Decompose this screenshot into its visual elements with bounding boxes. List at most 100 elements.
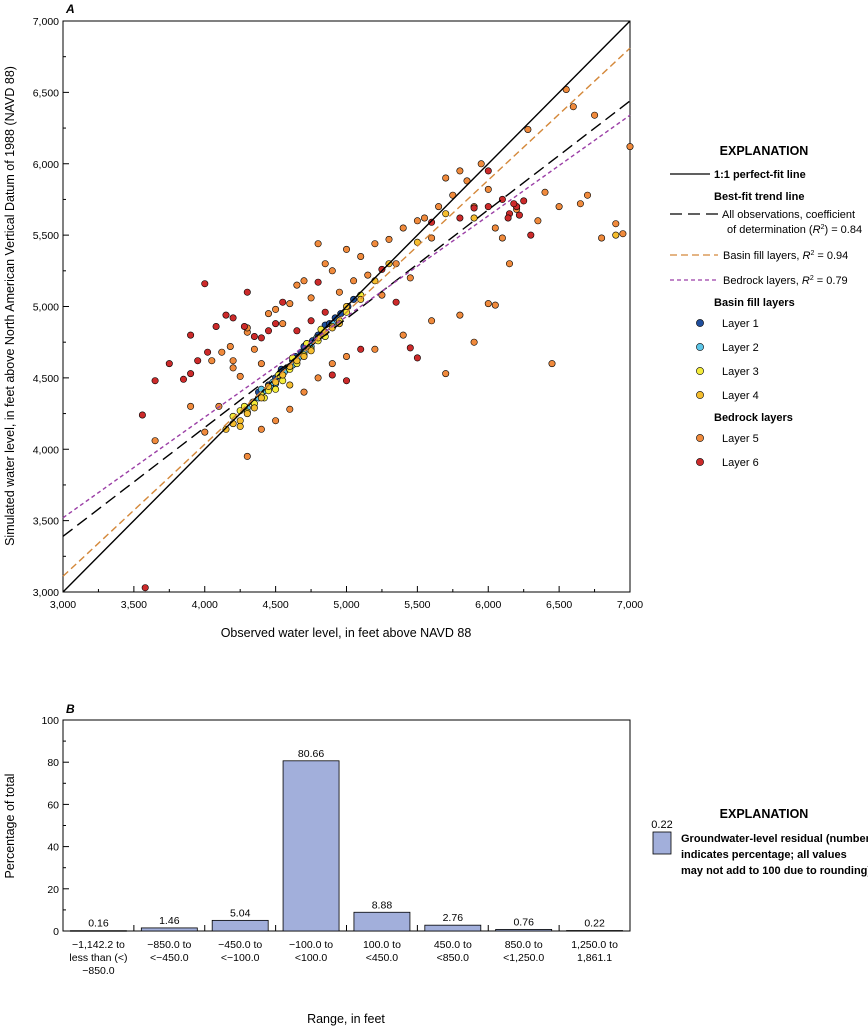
- point-layer-6: [484, 167, 492, 175]
- point-layer-5: [243, 452, 251, 460]
- point-layer-6: [504, 214, 512, 222]
- point-layer-5: [314, 374, 322, 382]
- legend-all-obs-part2: ) = 0.84: [824, 224, 862, 236]
- point-layer-5: [321, 260, 329, 268]
- y-tick-label: 3,000: [33, 587, 59, 599]
- legend-layer6-label: Layer 6: [722, 457, 759, 469]
- point-layer-5: [385, 235, 393, 243]
- bar-value-label: 8.88: [372, 899, 393, 911]
- point-layer-6: [510, 200, 518, 208]
- point-layer-5: [236, 372, 244, 380]
- point-layer-5: [484, 185, 492, 193]
- legend-bedrock-text: Bedrock layers,: [723, 275, 802, 287]
- bar-category-label: <−450.0: [150, 952, 189, 964]
- point-layer-6: [527, 231, 535, 239]
- point-layer-6: [141, 584, 149, 592]
- legend-b-line2: indicates percentage; all values: [681, 849, 847, 861]
- bar: [70, 930, 127, 932]
- point-layer-5: [562, 86, 570, 94]
- point-layer-5: [456, 167, 464, 175]
- point-layer-6: [187, 370, 195, 378]
- point-layer-5: [335, 288, 343, 296]
- y-tick-label: 4,500: [33, 373, 59, 385]
- point-layer-5: [264, 310, 272, 318]
- legend-layer1-marker: [696, 319, 704, 327]
- point-layer-6: [456, 214, 464, 222]
- x-tick-label: 4,500: [262, 599, 288, 611]
- point-layer-6: [279, 298, 287, 306]
- point-layer-5: [626, 143, 634, 151]
- point-layer-5: [257, 360, 265, 368]
- point-layer-5: [229, 364, 237, 372]
- x-tick-label: 6,000: [475, 599, 501, 611]
- point-layer-6: [307, 317, 315, 325]
- point-layer-5: [342, 245, 350, 253]
- bar-category-label: −1,142.2 to: [72, 939, 125, 951]
- point-layer-4: [243, 410, 251, 418]
- point-layer-6: [194, 357, 202, 365]
- point-layer-6: [222, 311, 230, 319]
- panel-b: B 0 20 40 60 80 100 0.16 1.46 5.04 80.66 8.88 2.76…: [3, 702, 631, 1026]
- x-tick-label: 4,000: [192, 599, 218, 611]
- legend-layer3-marker: [696, 367, 704, 375]
- point-layer-5: [541, 188, 549, 196]
- bar: [424, 924, 482, 932]
- legend-b-residual-swatch: [652, 831, 672, 855]
- point-layer-6: [515, 211, 523, 219]
- point-layer-5: [226, 342, 234, 350]
- point-layer-5: [591, 111, 599, 119]
- point-layer-5: [328, 360, 336, 368]
- bar-chart-frame: [62, 719, 631, 932]
- point-layer-6: [204, 348, 212, 356]
- point-layer-5: [428, 317, 436, 325]
- point-layer-6: [151, 377, 159, 385]
- legend-layer1-label: Layer 1: [722, 318, 759, 330]
- bar-category-label: less than (<): [69, 952, 127, 964]
- point-layer-4: [236, 422, 244, 430]
- point-layer-4: [470, 214, 478, 222]
- point-layer-5: [328, 267, 336, 275]
- bar-y-tick-label: 60: [47, 799, 59, 811]
- point-layer-5: [524, 126, 532, 134]
- panel-a-label: A: [65, 2, 75, 16]
- point-layer-5: [555, 203, 563, 211]
- bar-y-tick-label: 20: [47, 884, 59, 896]
- trend-lines: [62, 20, 631, 593]
- point-layer-5: [470, 338, 478, 346]
- point-layer-6: [187, 331, 195, 339]
- legend-b-line3: may not add to 100 due to rounding): [681, 865, 868, 877]
- legend-bedrock-sup: 2: [810, 275, 814, 282]
- bar: [282, 760, 340, 932]
- point-layer-6: [138, 411, 146, 419]
- bar: [211, 919, 269, 932]
- legend-bedrock-label: Bedrock layers, R2 = 0.79: [723, 275, 848, 287]
- point-layer-5: [218, 348, 226, 356]
- x-tick-label: 5,000: [333, 599, 359, 611]
- legend-b-title: EXPLANATION: [720, 807, 809, 821]
- y-tick-label: 4,000: [33, 444, 59, 456]
- point-layer-5: [307, 294, 315, 302]
- panel-b-label: B: [66, 702, 75, 716]
- point-layer-5: [293, 281, 301, 289]
- bar-value-label: 0.76: [513, 916, 534, 928]
- scatter-x-axis-title: Observed water level, in feet above NAVD…: [221, 626, 472, 640]
- trend-line-perfect: [62, 20, 631, 593]
- point-layer-6: [272, 320, 280, 328]
- trend-line-all: [62, 100, 631, 537]
- point-layer-5: [399, 224, 407, 232]
- point-layer-5: [286, 405, 294, 413]
- scatter-y-axis-title: Simulated water level, in feet above Nor…: [3, 66, 17, 546]
- bar-y-tick-label: 80: [47, 757, 59, 769]
- point-layer-5: [420, 214, 428, 222]
- point-layer-5: [201, 428, 209, 436]
- point-layer-6: [520, 197, 528, 205]
- legend-b-line1: Groundwater-level residual (number: [681, 833, 868, 845]
- bar-category-label: −100.0 to: [289, 939, 333, 951]
- point-layer-5: [279, 320, 287, 328]
- point-layer-5: [371, 345, 379, 353]
- y-tick-label: 7,000: [33, 16, 59, 28]
- y-tick-label: 6,500: [33, 87, 59, 99]
- point-layer-5: [350, 277, 358, 285]
- bar-value-label: 1.46: [159, 915, 180, 927]
